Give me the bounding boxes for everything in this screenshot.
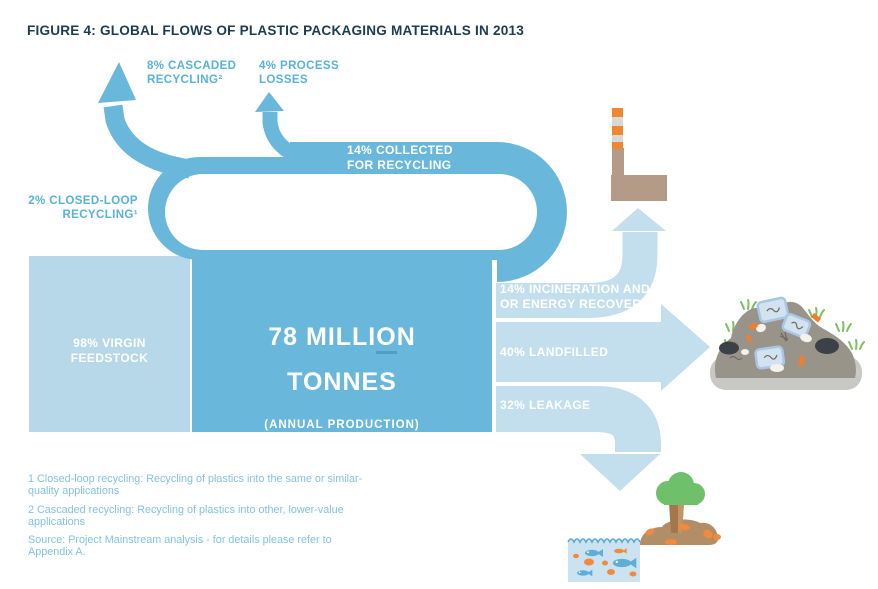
- ocean-icon: [567, 538, 641, 582]
- incineration-arrowhead: [612, 208, 666, 231]
- production-box: [192, 250, 492, 432]
- process-losses-arrowhead: [255, 92, 284, 112]
- underlined-letter: O: [376, 323, 397, 354]
- incineration-band: [496, 232, 658, 318]
- tree-island-icon: [640, 472, 721, 545]
- cascaded-recycling-label: 8% CASCADED RECYCLING²: [147, 60, 237, 86]
- tree-canopy: [656, 472, 705, 505]
- wave-line: [567, 538, 641, 544]
- squiggle-doodle: [729, 355, 743, 361]
- landfilled-label: 40% LANDFILLED: [500, 345, 609, 359]
- production-label: 78 MILLION TONNES (ANNUAL PRODUCTION): [192, 306, 492, 449]
- leakage-arrowhead: [580, 454, 660, 491]
- landfill-icon: [710, 296, 865, 390]
- orange-debris: [745, 312, 822, 367]
- virgin-feedstock-label: 98% VIRGIN FEEDSTOCK: [70, 336, 149, 365]
- recycling-loop-band: [148, 142, 567, 282]
- process-losses-label: 4% PROCESS LOSSES: [259, 60, 340, 86]
- figure-title: FIGURE 4: GLOBAL FLOWS OF PLASTIC PACKAG…: [27, 23, 525, 38]
- cascaded-recycling-arrowhead: [98, 62, 136, 103]
- footnote-cascaded: 2 Cascaded recycling: Recycling of plast…: [28, 503, 344, 528]
- closed-loop-recycling-label: 2% CLOSED-LOOP RECYCLING¹: [28, 195, 138, 221]
- fishbone-doodle: [779, 331, 789, 342]
- orange-fish: [573, 548, 637, 577]
- collected-for-recycling-label: 14% COLLECTED FOR RECYCLING: [347, 143, 453, 172]
- white-debris: [741, 323, 812, 372]
- incineration-label: 14% INCINERATION AND/ OR ENERGY RECOVERY: [500, 282, 654, 311]
- island-orange-debris: [645, 523, 721, 545]
- cascaded-recycling-band: [103, 104, 192, 179]
- leakage-band: [496, 386, 661, 452]
- virgin-feedstock-box: [29, 256, 190, 432]
- factory-icon: [611, 108, 667, 201]
- footnote-closed-loop: 1 Closed-loop recycling: Recycling of pl…: [28, 473, 363, 498]
- production-subtitle: (ANNUAL PRODUCTION): [264, 419, 420, 431]
- footnotes: 1 Closed-loop recycling: Recycling of pl…: [28, 473, 376, 565]
- tires: [719, 338, 839, 355]
- leakage-label: 32% LEAKAGE: [500, 398, 591, 412]
- footnote-source: Source: Project Mainstream analysis - fo…: [28, 534, 332, 559]
- blue-fish: [577, 549, 637, 577]
- production-value-line2: TONNES: [287, 368, 397, 396]
- process-losses-band: [262, 112, 309, 168]
- production-value-line1: 78 MILLION: [192, 323, 492, 354]
- landfilled-arrowhead: [661, 304, 710, 391]
- plastic-packages: [754, 296, 812, 370]
